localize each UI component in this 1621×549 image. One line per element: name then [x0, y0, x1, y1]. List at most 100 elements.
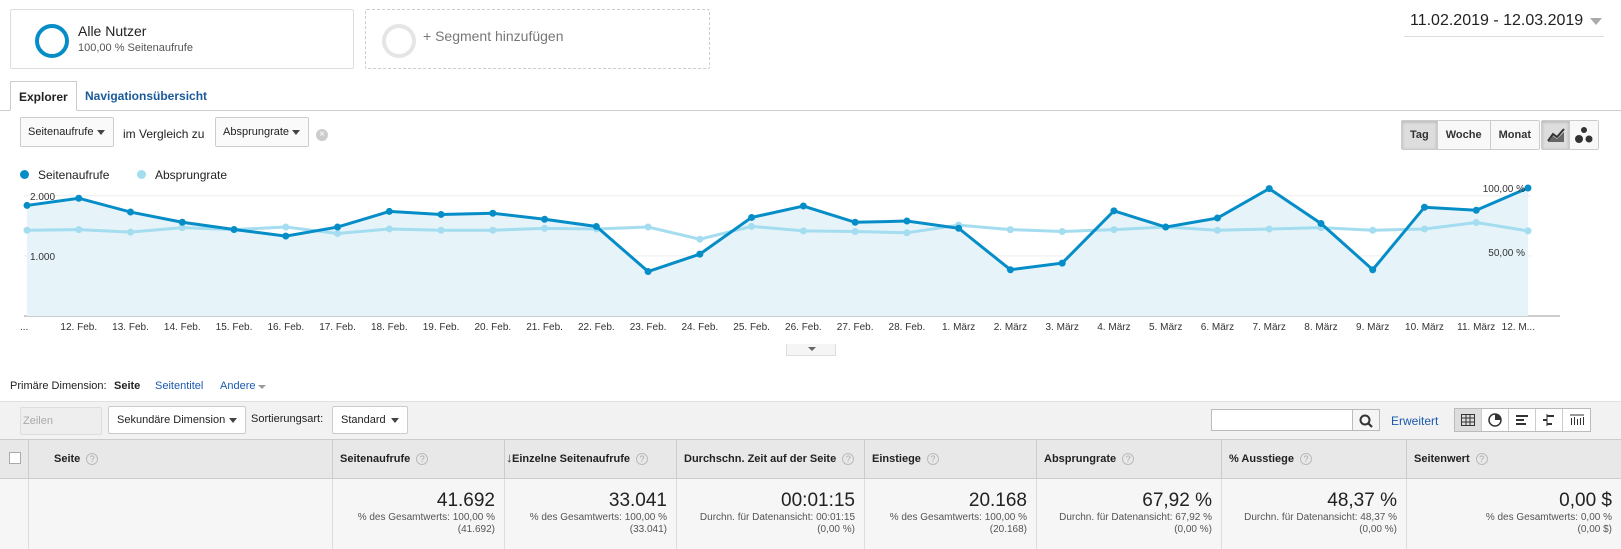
point-pageviews — [696, 250, 704, 258]
primary-dimension-page-title[interactable]: Seitentitel — [155, 380, 204, 392]
bar-chart-icon[interactable] — [1509, 409, 1536, 431]
column-header-entrances-label: Einstiege — [872, 453, 921, 465]
empty-ring-icon — [382, 24, 416, 58]
point-pageviews — [1317, 219, 1325, 227]
point-bounce-rate — [282, 223, 290, 231]
help-icon[interactable]: ? — [926, 453, 939, 466]
y-tick-right: 100,00 % — [1483, 184, 1525, 195]
total-value: 00:01:15 — [781, 490, 855, 511]
x-tick-label: 27. Feb. — [837, 322, 874, 333]
column-header-bounce-rate[interactable]: Absprungrate? — [1036, 440, 1221, 479]
column-header-page-value[interactable]: Seitenwert? — [1406, 440, 1621, 479]
point-bounce-rate — [851, 228, 859, 236]
sort-type-dropdown[interactable]: Standard — [332, 406, 408, 434]
point-bounce-rate — [644, 223, 652, 231]
x-tick-label: 12. M... — [1502, 322, 1535, 333]
segment-title: Alle Nutzer — [78, 23, 147, 39]
table-view-selector — [1454, 408, 1591, 432]
legend-pageviews[interactable]: Seitenaufrufe — [38, 168, 110, 182]
table-search-input[interactable] — [1211, 409, 1353, 431]
x-tick-label: 11. März — [1457, 322, 1495, 333]
help-icon[interactable]: ? — [86, 453, 99, 466]
point-pageviews — [955, 224, 963, 232]
point-bounce-rate — [1110, 226, 1118, 234]
tab-explorer[interactable]: Explorer — [10, 81, 77, 111]
total-bounce-rate: 67,92 % Durchn. für Datenansicht: 67,92 … — [1036, 479, 1221, 549]
segment-subtitle: 100,00 % Seitenaufrufe — [78, 42, 193, 54]
chart-collapse-toggle[interactable] — [786, 344, 836, 356]
granularity-month-button[interactable]: Monat — [1490, 121, 1539, 149]
total-avg-time: 00:01:15 Durchn. für Datenansicht: 00:01… — [676, 479, 864, 549]
chart-type-selector — [1541, 120, 1599, 150]
line-chart-icon[interactable] — [1542, 121, 1570, 149]
motion-chart-icon[interactable] — [1570, 121, 1598, 149]
point-bounce-rate — [178, 224, 186, 232]
table-view-icon[interactable] — [1455, 409, 1482, 431]
column-header-exit-rate[interactable]: % Ausstiege? — [1221, 440, 1406, 479]
help-icon[interactable]: ? — [1122, 453, 1135, 466]
help-icon[interactable]: ? — [1475, 453, 1488, 466]
comparison-icon[interactable] — [1536, 409, 1563, 431]
x-tick-label: 17. Feb. — [319, 322, 356, 333]
totals-row — [0, 479, 1621, 549]
total-percent: % des Gesamtwerts: 100,00 % — [889, 512, 1027, 523]
column-header-unique-pageviews[interactable]: Einzelne Seitenaufrufe? — [504, 440, 676, 479]
point-pageviews — [230, 225, 238, 233]
tabs-divider — [0, 110, 1621, 111]
legend-bounce-rate[interactable]: Absprungrate — [155, 168, 228, 182]
point-pageviews — [75, 194, 83, 202]
term-cloud-icon[interactable] — [1563, 409, 1590, 431]
search-icon[interactable] — [1353, 409, 1380, 431]
column-header-pageviews-label: Seitenaufrufe — [340, 453, 411, 465]
sort-descending-icon[interactable]: ↓ — [506, 450, 513, 465]
primary-dimension-page: Seite — [114, 380, 141, 392]
column-header-bounce-rate-label: Absprungrate — [1044, 453, 1117, 465]
chevron-down-icon — [97, 130, 105, 135]
chevron-down-icon[interactable] — [1590, 18, 1602, 25]
x-tick-label: 10. März — [1405, 322, 1444, 333]
point-pageviews — [1058, 259, 1066, 267]
point-pageviews — [799, 202, 807, 210]
line-bounce-rate — [26, 221, 1529, 241]
pie-chart-icon[interactable] — [1482, 409, 1509, 431]
segment-all-users[interactable]: Alle Nutzer 100,00 % Seitenaufrufe — [10, 9, 354, 69]
granularity-week-button[interactable]: Woche — [1437, 121, 1491, 149]
column-header-entrances[interactable]: Einstiege? — [864, 440, 1036, 479]
metric1-dropdown[interactable]: Seitenaufrufe — [20, 117, 114, 147]
x-tick-label: 20. Feb. — [474, 322, 511, 333]
granularity-day-button[interactable]: Tag — [1402, 121, 1438, 149]
total-absolute: (33.041) — [629, 524, 667, 535]
point-pageviews — [644, 268, 652, 276]
plot-rows-button[interactable]: Zeilen darstellen — [20, 407, 102, 453]
tab-navigation-summary[interactable]: Navigationsübersicht — [85, 89, 208, 103]
help-icon[interactable]: ? — [1300, 453, 1313, 466]
total-percent: Durchn. für Datenansicht: 67,92 % — [1059, 512, 1212, 523]
primary-dimension-other[interactable]: Andere — [220, 380, 256, 392]
help-icon[interactable]: ? — [635, 453, 648, 466]
point-pageviews — [592, 222, 600, 230]
x-tick-label: 22. Feb. — [578, 322, 615, 333]
column-header-pageviews[interactable]: Seitenaufrufe? — [332, 440, 504, 479]
column-header-avg-time[interactable]: Durchschn. Zeit auf der Seite? — [676, 440, 864, 479]
metric2-dropdown[interactable]: Absprungrate — [215, 117, 309, 147]
add-segment-button[interactable]: + Segment hinzufügen — [365, 9, 710, 69]
x-tick-label: 7. März — [1253, 322, 1286, 333]
point-bounce-rate — [489, 226, 497, 234]
point-pageviews — [1369, 266, 1377, 274]
remove-comparison-icon[interactable]: × — [316, 129, 328, 141]
help-icon[interactable]: ? — [842, 453, 855, 466]
advanced-filter-link[interactable]: Erweitert — [1391, 414, 1439, 428]
column-header-page[interactable]: Seite? — [28, 440, 332, 479]
x-tick-label: 16. Feb. — [267, 322, 304, 333]
select-all-checkbox[interactable] — [9, 452, 21, 464]
x-tick-label: ... — [20, 322, 28, 333]
timeline-chart[interactable]: 2.000 1.000 100,00 % 50,00 %... 12. Feb. 13. … — [0, 180, 1621, 350]
point-pageviews — [385, 207, 393, 215]
help-icon[interactable]: ? — [416, 453, 429, 466]
point-bounce-rate — [696, 235, 704, 243]
date-range-picker[interactable]: 11.02.2019 - 12.03.2019 — [1410, 12, 1584, 29]
point-pageviews — [903, 217, 911, 225]
secondary-dimension-dropdown[interactable]: Sekundäre Dimension — [108, 406, 246, 434]
point-bounce-rate — [1213, 226, 1221, 234]
total-absolute: (20.168) — [989, 524, 1027, 535]
